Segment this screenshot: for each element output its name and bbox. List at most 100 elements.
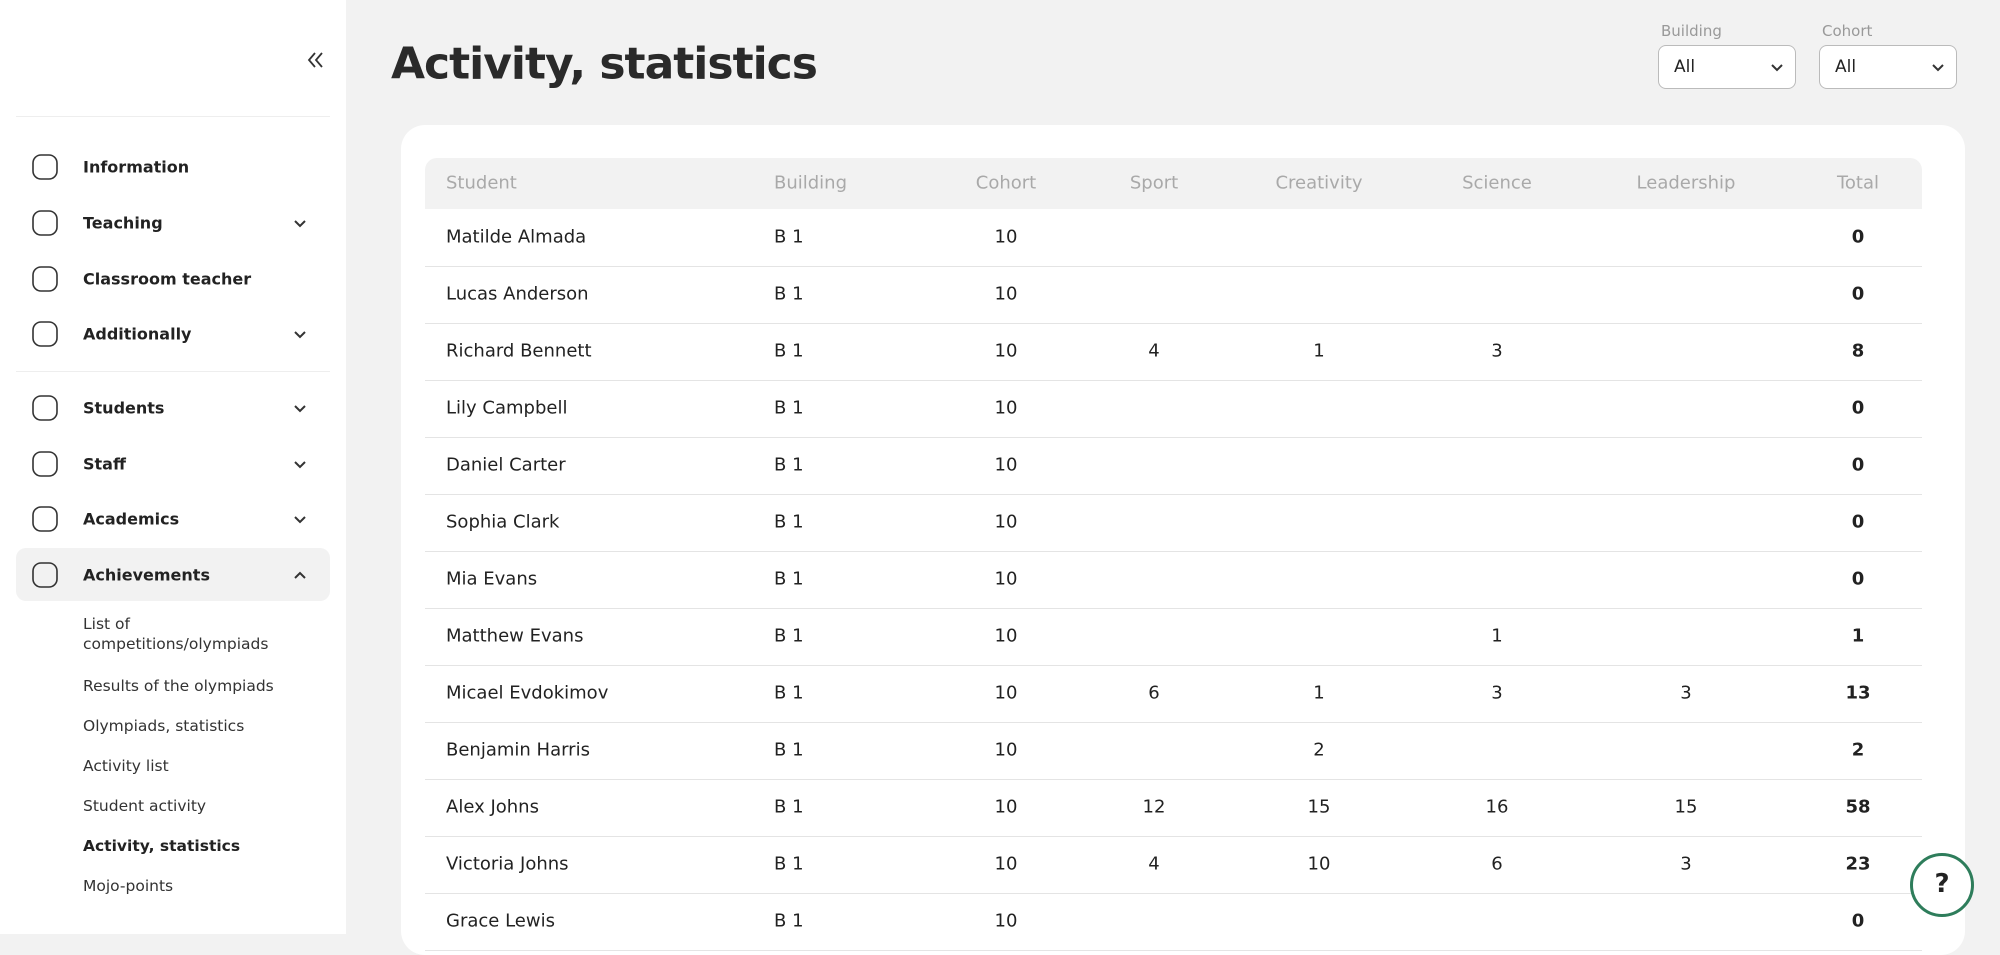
- filter-select[interactable]: All: [1658, 45, 1796, 89]
- table-cell: 1: [1851, 625, 1865, 647]
- chevron[interactable]: [1930, 59, 1946, 75]
- nav-icon: [32, 395, 58, 421]
- chevron[interactable]: [292, 326, 308, 342]
- table-cell: 10: [994, 283, 1018, 305]
- row-divider: [425, 950, 1922, 951]
- table-cell: Matthew Evans: [446, 625, 584, 647]
- table-cell: 1: [1491, 625, 1503, 647]
- table-cell: B 1: [774, 853, 804, 875]
- nav-icon: [32, 321, 58, 347]
- table-cell: 10: [994, 796, 1018, 818]
- table-cell: 15: [1307, 796, 1331, 818]
- row-divider: [425, 323, 1922, 324]
- chevron[interactable]: [292, 215, 308, 231]
- table-cell: B 1: [774, 625, 804, 647]
- table-cell: 3: [1680, 682, 1692, 704]
- table-cell: 13: [1845, 682, 1871, 704]
- table-cell: Lucas Anderson: [446, 283, 589, 305]
- table-cell: Alex Johns: [446, 796, 539, 818]
- sidebar: Information Teaching Classroom teacher Addi…: [0, 0, 346, 934]
- table-cell: 16: [1485, 796, 1509, 818]
- table-cell: B 1: [774, 682, 804, 704]
- table-cell: Benjamin Harris: [446, 739, 590, 761]
- column-header: Leadership: [1636, 172, 1736, 194]
- chevron[interactable]: [292, 456, 308, 472]
- table-cell: 8: [1851, 340, 1865, 362]
- page-title: Activity, statistics: [391, 38, 818, 90]
- nav-icon: [32, 154, 58, 180]
- subnav-item[interactable]: Activity, statistics: [83, 837, 241, 855]
- row-divider: [425, 665, 1922, 666]
- filter-label: Cohort: [1822, 22, 1873, 40]
- filter-value: All: [1835, 57, 1857, 77]
- table-cell: 0: [1851, 511, 1865, 533]
- nav-item[interactable]: Classroom teacher: [83, 269, 252, 289]
- help-button[interactable]: ?: [1910, 853, 1974, 917]
- table-cell: B 1: [774, 739, 804, 761]
- table-cell: 10: [994, 682, 1018, 704]
- table-cell: 3: [1680, 853, 1692, 875]
- table-cell: 3: [1491, 340, 1503, 362]
- subnav-item[interactable]: Olympiads, statistics: [83, 717, 245, 735]
- table-cell: 2: [1313, 739, 1325, 761]
- active-background: [16, 548, 330, 601]
- nav-item[interactable]: Teaching: [83, 213, 163, 233]
- card: [401, 125, 1965, 955]
- subnav-item[interactable]: Activity list: [83, 757, 169, 775]
- table-cell: B 1: [774, 397, 804, 419]
- filter-label: Building: [1661, 22, 1722, 40]
- subnav-item[interactable]: Results of the olympiads: [83, 677, 274, 695]
- row-divider: [425, 437, 1922, 438]
- nav-icon: [32, 562, 58, 588]
- nav-item[interactable]: Information: [83, 157, 190, 177]
- table-cell: 0: [1851, 397, 1865, 419]
- table-cell: 10: [994, 568, 1018, 590]
- table-cell: 4: [1148, 340, 1160, 362]
- chevron[interactable]: [292, 511, 308, 527]
- table-cell: 10: [994, 397, 1018, 419]
- row-divider: [425, 380, 1922, 381]
- divider: [16, 371, 330, 372]
- nav-item[interactable]: Academics: [83, 509, 180, 529]
- table-cell: 10: [994, 340, 1018, 362]
- nav-item[interactable]: Additionally: [83, 324, 192, 344]
- table-cell: Victoria Johns: [446, 853, 569, 875]
- column-header: Creativity: [1275, 172, 1363, 194]
- row-divider: [425, 722, 1922, 723]
- table-cell: 15: [1674, 796, 1698, 818]
- filter-select[interactable]: All: [1819, 45, 1957, 89]
- table-cell: Daniel Carter: [446, 454, 566, 476]
- table-cell: 12: [1142, 796, 1166, 818]
- nav-item[interactable]: Students: [83, 398, 165, 418]
- table-cell: 23: [1845, 853, 1871, 875]
- collapse-button[interactable]: [306, 50, 326, 70]
- table-cell: 3: [1491, 682, 1503, 704]
- nav-icon: [32, 266, 58, 292]
- column-header: Total: [1836, 172, 1880, 194]
- subnav-item[interactable]: Student activity: [83, 797, 207, 815]
- table-cell: 6: [1491, 853, 1503, 875]
- table-cell: B 1: [774, 454, 804, 476]
- table-cell: 0: [1851, 454, 1865, 476]
- subnav-item[interactable]: Mojo-points: [83, 877, 174, 895]
- nav-item[interactable]: Achievements: [83, 565, 210, 585]
- table-header: [425, 158, 1922, 209]
- nav-icon: [32, 506, 58, 532]
- column-header: Student: [446, 172, 517, 194]
- table-cell: 0: [1851, 568, 1865, 590]
- chevron[interactable]: [292, 400, 308, 416]
- nav-item[interactable]: Staff: [83, 454, 126, 474]
- table-cell: 10: [994, 511, 1018, 533]
- table-cell: Lily Campbell: [446, 397, 568, 419]
- subnav-item[interactable]: List of competitions/olympiads: [83, 615, 269, 653]
- chevron[interactable]: [1769, 59, 1785, 75]
- chevron[interactable]: [292, 567, 308, 583]
- column-header: Cohort: [975, 172, 1037, 194]
- table-cell: 10: [994, 853, 1018, 875]
- table-cell: B 1: [774, 283, 804, 305]
- table-cell: 4: [1148, 853, 1160, 875]
- table-cell: B 1: [774, 340, 804, 362]
- column-header: Building: [774, 172, 848, 194]
- table-cell: 0: [1851, 910, 1865, 932]
